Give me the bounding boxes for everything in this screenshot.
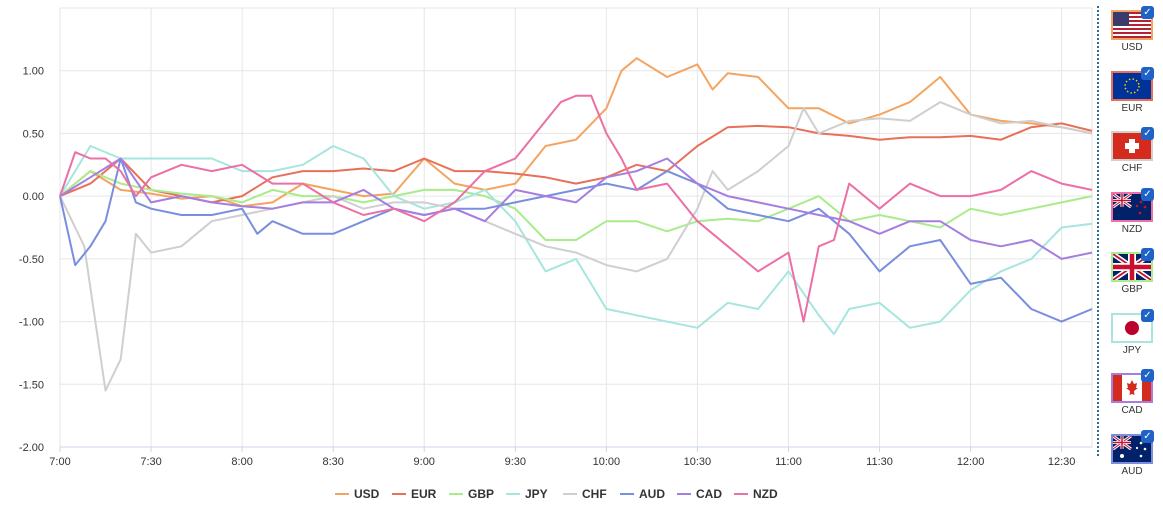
legend-item-chf[interactable]: CHF: [563, 487, 607, 501]
y-tick-label: 0.00: [23, 191, 44, 203]
currency-toggle-gbp[interactable]: ✓ GBP: [1111, 248, 1155, 310]
legend-label: JPY: [525, 487, 548, 501]
legend-item-usd[interactable]: USD: [335, 487, 380, 501]
currency-label: CHF: [1121, 163, 1143, 174]
legend-label: CAD: [696, 487, 722, 501]
x-tick-label: 10:30: [684, 456, 712, 468]
currency-label: NZD: [1121, 223, 1143, 235]
currency-label: EUR: [1121, 102, 1143, 114]
legend-item-nzd[interactable]: NZD: [734, 487, 778, 501]
x-tick-label: 11:30: [866, 456, 893, 468]
series-line-cad[interactable]: [59, 157, 1093, 260]
x-tick-label: 12:30: [1048, 456, 1076, 468]
y-tick-label: 1.00: [23, 66, 44, 78]
series-line-nzd[interactable]: [59, 94, 1093, 323]
x-tick-label: 8:00: [231, 456, 252, 468]
x-tick-label: 11:00: [775, 456, 802, 468]
legend-item-aud[interactable]: AUD: [620, 487, 665, 501]
x-tick-label: 9:30: [505, 456, 526, 468]
checkbox-checked-icon[interactable]: ✓: [1141, 127, 1154, 140]
x-tick-label: 8:30: [322, 456, 343, 468]
x-tick-label: 10:00: [593, 456, 621, 468]
plot-area: [59, 7, 1093, 448]
checkbox-checked-icon[interactable]: ✓: [1141, 6, 1154, 19]
currency-toggle-aud[interactable]: ✓ AUD: [1111, 429, 1155, 492]
checkbox-checked-icon[interactable]: ✓: [1141, 308, 1154, 322]
y-tick-label: -1.50: [19, 379, 44, 391]
currency-toggle-usd[interactable]: ✓ USD: [1111, 6, 1155, 68]
checkbox-checked-icon[interactable]: ✓: [1141, 369, 1154, 382]
x-tick-label: 12:00: [957, 456, 985, 468]
legend-label: USD: [354, 487, 380, 501]
series-layer: [59, 57, 1093, 392]
currency-toggle-jpy[interactable]: ✓ JPY: [1111, 308, 1155, 371]
legend-label: EUR: [411, 487, 437, 501]
legend-item-jpy[interactable]: JPY: [506, 487, 548, 501]
currency-toggle-nzd[interactable]: ✓ NZD: [1111, 187, 1155, 250]
series-line-chf[interactable]: [59, 101, 1093, 392]
currency-toggle-chf[interactable]: ✓ CHF: [1111, 127, 1155, 189]
chart-axes: 7:00 7:30 8:00 8:30 9:00 9:30 10:00 10:30 11:00 1…: [19, 66, 1092, 468]
currency-toggle-cad[interactable]: ✓ CAD: [1111, 369, 1155, 431]
currency-selector-sidebar: ✓ USD ✓ EUR ✓ CHF ✓ NZD ✓ GBP ✓ JPY ✓ CAD ✓ AUD: [1097, 6, 1163, 477]
nz-flag-icon: [1111, 191, 1153, 222]
x-tick-label: 7:30: [140, 456, 161, 468]
legend-item-eur[interactable]: EUR: [392, 487, 437, 501]
series-line-gbp[interactable]: [59, 170, 1093, 241]
chart-legend[interactable]: USD EUR GBP JPY CHF AUD CAD NZD: [335, 487, 778, 501]
currency-label: CAD: [1121, 405, 1143, 416]
currency-label: GBP: [1121, 284, 1143, 295]
y-tick-label: -1.00: [19, 317, 44, 329]
legend-label: GBP: [468, 487, 494, 501]
series-line-aud[interactable]: [59, 157, 1093, 323]
legend-label: CHF: [582, 487, 607, 501]
checkbox-checked-icon[interactable]: ✓: [1141, 66, 1154, 80]
currency-toggle-eur[interactable]: ✓ EUR: [1111, 66, 1155, 129]
x-tick-label: 7:00: [49, 456, 70, 468]
currency-label: JPY: [1122, 344, 1142, 356]
legend-label: NZD: [753, 487, 778, 501]
y-tick-label: -2.00: [19, 442, 44, 454]
currency-label: AUD: [1121, 465, 1143, 477]
currency-strength-chart: 7:00 7:30 8:00 8:30 9:00 9:30 10:00 10:30 11:00 1…: [19, 7, 1093, 501]
series-line-jpy[interactable]: [59, 145, 1093, 336]
legend-label: AUD: [639, 487, 665, 501]
gb-flag-icon: [1111, 252, 1153, 282]
checkbox-checked-icon[interactable]: ✓: [1141, 248, 1154, 261]
series-line-eur[interactable]: [59, 122, 1093, 204]
y-tick-label: -0.50: [19, 254, 44, 266]
y-tick-label: 0.50: [23, 128, 44, 140]
legend-item-gbp[interactable]: GBP: [449, 487, 494, 501]
legend-item-cad[interactable]: CAD: [677, 487, 722, 501]
checkbox-checked-icon[interactable]: ✓: [1141, 429, 1154, 443]
checkbox-checked-icon[interactable]: ✓: [1141, 187, 1154, 201]
x-tick-label: 9:00: [414, 456, 435, 468]
currency-label: USD: [1121, 42, 1143, 53]
